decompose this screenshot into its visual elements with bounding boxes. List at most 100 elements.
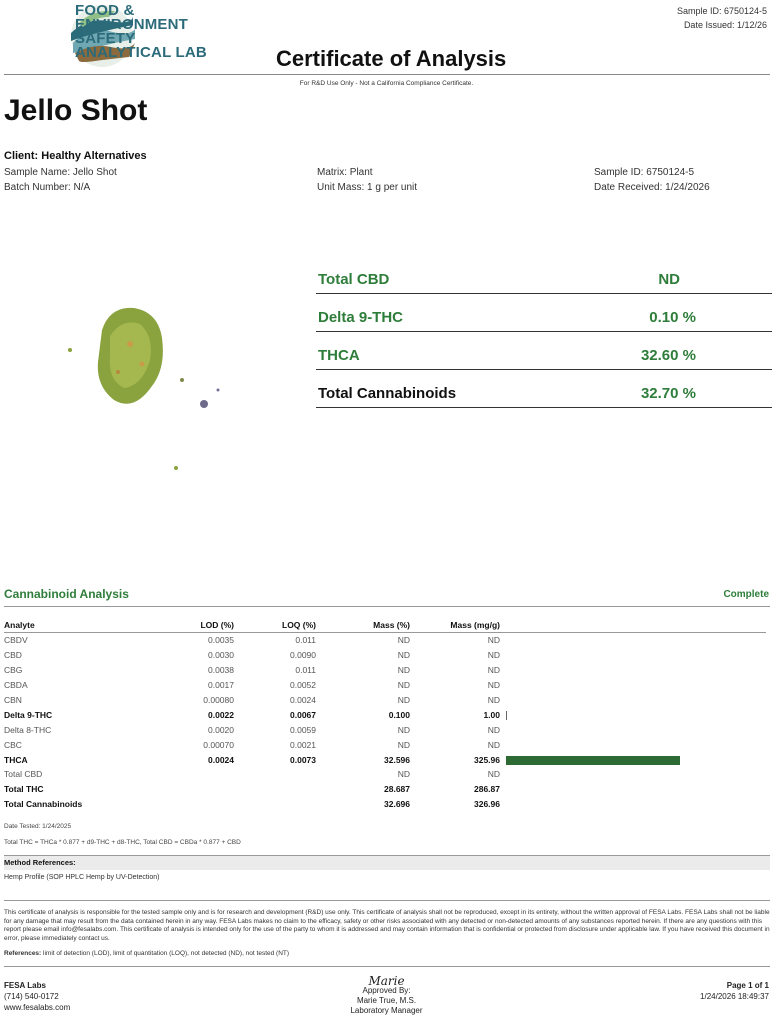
sample-id: Sample ID: 6750124-5 (594, 167, 695, 178)
cell-analyte: CBDV (4, 635, 28, 646)
cell-analyte: CBC (4, 739, 22, 750)
rnd-notice: For R&D Use Only - Not a California Comp… (299, 80, 474, 87)
cell-bar (500, 737, 766, 752)
cell-mass-pct: 0.100 (388, 709, 410, 720)
table-row: Total THC 28.687 286.87 (4, 782, 766, 797)
col-header-mass-pct: Mass (%) (373, 620, 410, 630)
cell-mass-pct: ND (397, 695, 410, 705)
cell-mass-mg: 325.96 (474, 754, 500, 765)
cell-analyte: Total Cannabinoids (4, 799, 83, 810)
cell-bar (500, 767, 766, 782)
summary-row-total-cannabinoids: Total Cannabinoids 32.70 % (316, 371, 772, 408)
date-tested: Date Tested: 1/24/2025 (4, 823, 72, 830)
logo-line: SAFETY (75, 30, 136, 47)
matrix: Matrix: Plant (317, 167, 373, 178)
logo-wordmark: FOOD & ENVIRONMENT SAFETY ANALYTICAL LAB (75, 2, 207, 60)
cell-mass-mg: ND (487, 769, 500, 780)
cell-mass-pct: ND (397, 635, 410, 646)
cell-mass-mg: ND (487, 680, 500, 691)
cell-bar (500, 678, 766, 693)
mass-bar (506, 711, 507, 721)
header-sample-id: Sample ID: 6750124-5 (676, 6, 767, 16)
cell-analyte: CBG (4, 665, 23, 676)
cell-loq: 0.011 (295, 665, 316, 676)
table-row: CBC 0.00070 0.0021 ND ND (4, 737, 766, 752)
table-row: CBDA 0.0017 0.0052 ND ND (4, 678, 766, 693)
footer-company: FESA Labs (714) 540-0172 www.fesalabs.co… (4, 980, 70, 1013)
summary-row-total-cbd: Total CBD ND (316, 257, 772, 294)
cell-analyte: CBD (4, 650, 22, 661)
footer-page: Page 1 of 1 1/24/2026 18:49:37 (700, 980, 769, 1002)
cell-bar (500, 663, 766, 678)
cell-bar (500, 707, 766, 722)
references: References: limit of detection (LOD), li… (4, 950, 289, 957)
method-references-body: Hemp Profile (SOP HPLC Hemp by UV-Detect… (4, 874, 160, 881)
col-header-bar (500, 618, 766, 633)
sample-name: Sample Name: Jello Shot (4, 167, 117, 178)
cell-mass-pct: ND (397, 724, 410, 735)
cell-analyte: Delta 9-THC (4, 709, 53, 720)
logo-line: ENVIRONMENT (75, 16, 189, 33)
cell-bar (500, 797, 766, 812)
cell-mass-pct: ND (397, 739, 410, 750)
cell-loq: 0.0067 (290, 709, 316, 720)
section-title: Cannabinoid Analysis (4, 587, 129, 601)
cell-lod (154, 797, 234, 812)
col-header-mass-mg: Mass (mg/g) (450, 620, 500, 630)
cell-mass-pct: 28.687 (384, 784, 410, 795)
date-received: Date Received: 1/24/2026 (594, 182, 710, 193)
cell-analyte: CBDA (4, 680, 28, 691)
cell-lod: 0.0038 (208, 665, 234, 676)
batch-number: Batch Number: N/A (4, 182, 91, 193)
total-formula: Total THC = THCa * 0.877 + d9-THC + d8-T… (4, 839, 241, 846)
cell-analyte: Total CBD (4, 769, 43, 780)
table-row: THCA 0.0024 0.0073 32.596 325.96 (4, 752, 766, 767)
cell-analyte: CBN (4, 695, 22, 705)
cell-mass-pct: ND (397, 680, 410, 691)
cell-lod (154, 782, 234, 797)
cell-mass-mg: ND (487, 635, 500, 646)
table-row: Total CBD ND ND (4, 767, 766, 782)
summary-value: 32.70 % (640, 385, 696, 402)
company-phone: (714) 540-0172 (4, 992, 59, 1001)
table-row: Delta 8-THC 0.0020 0.0059 ND ND (4, 722, 766, 737)
status-badge: Complete (723, 589, 769, 600)
cell-lod (154, 767, 234, 782)
cell-lod: 0.0030 (208, 650, 234, 661)
col-header-loq: LOQ (%) (282, 620, 316, 630)
header-divider (4, 74, 770, 75)
cell-bar (500, 722, 766, 737)
sample-info-col2: Matrix: Plant Unit Mass: 1 g per unit (317, 165, 417, 195)
table-header-row: Analyte LOD (%) LOQ (%) Mass (%) Mass (m… (4, 618, 766, 633)
cell-mass-mg: ND (487, 739, 500, 750)
company-name: FESA Labs (4, 981, 46, 990)
summary-label: Total Cannabinoids (318, 385, 457, 402)
divider (4, 900, 770, 901)
fesa-logo-icon (71, 5, 135, 67)
cell-loq: 0.0052 (290, 680, 316, 691)
cell-lod: 0.0022 (208, 709, 234, 720)
cell-mass-mg: ND (487, 695, 500, 705)
table-body: CBDV 0.0035 0.011 ND ND CBD 0.0030 0.0090 ND ND CB… (4, 633, 766, 812)
references-text: limit of detection (LOD), limit of quant… (41, 950, 290, 957)
cell-loq (234, 767, 316, 782)
cell-mass-pct: 32.696 (384, 799, 410, 810)
company-website[interactable]: www.fesalabs.com (4, 1003, 71, 1012)
cell-mass-mg: 326.96 (474, 799, 500, 810)
signature: Marie (368, 974, 405, 988)
table-row: CBD 0.0030 0.0090 ND ND (4, 648, 766, 663)
cell-mass-pct: 32.596 (384, 754, 410, 765)
client-name: Client: Healthy Alternatives (4, 150, 147, 162)
cell-loq: 0.0059 (290, 724, 316, 735)
summary-value: 32.60 % (640, 347, 696, 364)
cell-mass-mg: ND (487, 665, 500, 676)
cell-loq: 0.011 (295, 635, 316, 646)
logo-line: FOOD & (75, 2, 135, 19)
cell-analyte: THCA (4, 754, 28, 765)
cell-mass-pct: ND (397, 665, 410, 676)
cell-bar (500, 752, 766, 767)
col-header-lod: LOD (%) (200, 620, 234, 630)
cell-mass-pct: ND (397, 769, 410, 780)
cell-loq (234, 797, 316, 812)
cell-mass-mg: ND (487, 724, 500, 735)
